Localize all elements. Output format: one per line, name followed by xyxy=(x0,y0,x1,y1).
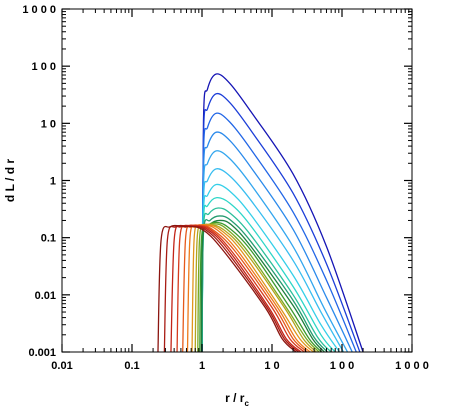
x-tick-label: 1 0 0 xyxy=(330,360,354,372)
tick-layer xyxy=(61,8,413,353)
series-line-6 xyxy=(201,168,345,352)
series-layer xyxy=(157,73,364,352)
series-line-18 xyxy=(176,224,305,352)
y-tick-label: 0.001 xyxy=(28,347,56,359)
series-line-19 xyxy=(170,224,302,352)
series-line-5 xyxy=(201,150,349,352)
x-tick-label: 1 0 xyxy=(264,360,279,372)
y-tick-label: 0.01 xyxy=(35,290,56,302)
series-line-15 xyxy=(191,223,314,352)
y-tick-label: 1 0 0 0 xyxy=(22,4,56,16)
x-tick-label: 0.01 xyxy=(51,360,72,372)
x-axis-label: r / rc xyxy=(225,391,249,408)
y-axis-label: d L / d r xyxy=(3,159,17,202)
plot-frame xyxy=(61,8,413,353)
series-line-3 xyxy=(201,112,357,352)
y-tick-label: 1 0 xyxy=(41,118,56,130)
y-tick-label: 1 0 0 xyxy=(32,61,56,73)
series-line-12 xyxy=(199,221,323,352)
series-line-21 xyxy=(157,224,297,352)
x-tick-label: 0.1 xyxy=(124,360,139,372)
series-line-17 xyxy=(182,224,308,352)
series-line-20 xyxy=(163,224,300,352)
y-tick-label: 0.1 xyxy=(41,233,56,245)
series-line-13 xyxy=(197,223,320,352)
y-tick-label: 1 xyxy=(50,176,56,188)
x-tick-label: 1 xyxy=(199,360,205,372)
x-tick-label: 1 0 0 0 xyxy=(395,360,429,372)
series-line-16 xyxy=(186,224,311,352)
series-line-14 xyxy=(194,223,317,352)
series-line-11 xyxy=(200,219,325,352)
